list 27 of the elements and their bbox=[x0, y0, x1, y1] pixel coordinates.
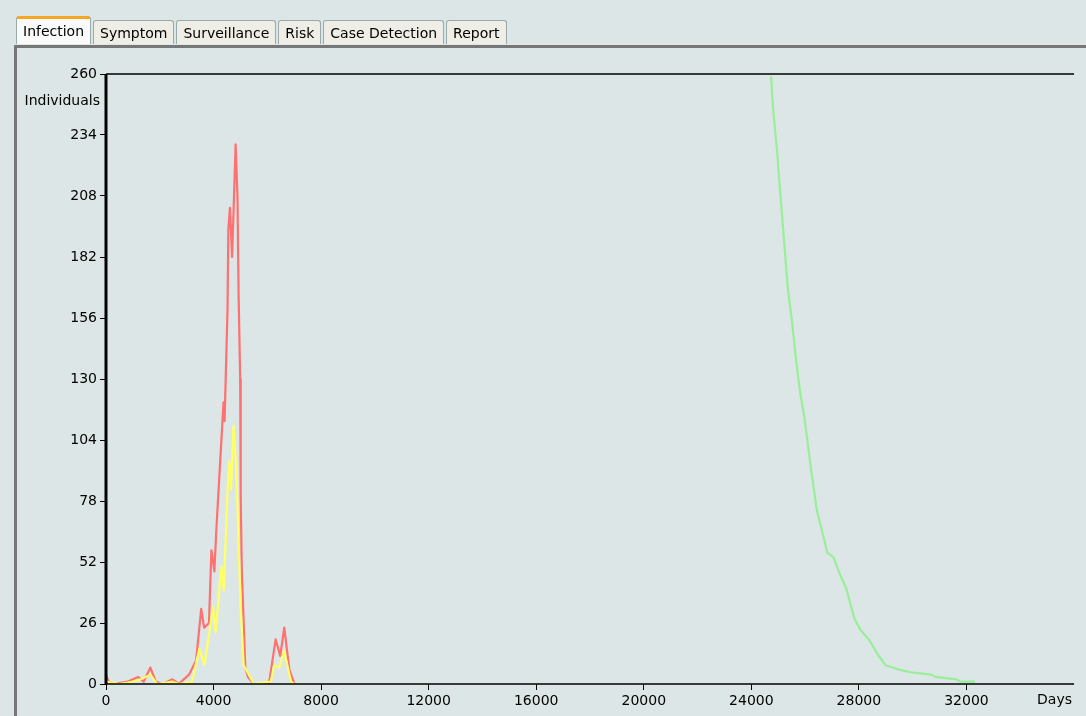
x-tick-label: 32000 bbox=[944, 692, 989, 709]
y-tick-label: 52 bbox=[79, 552, 97, 569]
y-tick-label: 234 bbox=[70, 125, 98, 142]
y-tick-label: 260 bbox=[70, 64, 97, 81]
y-tick-label: 26 bbox=[79, 613, 98, 630]
x-tick-label: 16000 bbox=[513, 692, 559, 709]
x-tick-label: 28000 bbox=[836, 692, 882, 709]
y-tick-label: 182 bbox=[70, 247, 97, 264]
x-tick-label: 4000 bbox=[195, 692, 232, 709]
y-tick-label: 156 bbox=[70, 308, 98, 325]
y-tick-label: 208 bbox=[70, 186, 97, 203]
y-tick-label: 130 bbox=[70, 369, 97, 386]
text: Surveillance bbox=[176, 20, 277, 44]
text: Case Detection bbox=[323, 20, 445, 44]
text: Risk bbox=[278, 20, 322, 44]
x-tick-label: 0 bbox=[101, 692, 111, 709]
text: Symptom bbox=[93, 20, 175, 44]
x-tick-label: 20000 bbox=[621, 692, 667, 709]
text: Report bbox=[446, 20, 507, 44]
y-axis-title: Individuals bbox=[24, 91, 100, 108]
x-tick-label: 8000 bbox=[303, 692, 339, 709]
y-tick-label: 104 bbox=[70, 430, 98, 447]
x-tick-label: 24000 bbox=[729, 692, 774, 709]
x-axis-title: Days bbox=[1037, 690, 1072, 707]
y-tick-label: 0 bbox=[88, 674, 97, 691]
x-tick-label: 12000 bbox=[406, 692, 451, 709]
y-tick-label: 78 bbox=[79, 491, 97, 508]
